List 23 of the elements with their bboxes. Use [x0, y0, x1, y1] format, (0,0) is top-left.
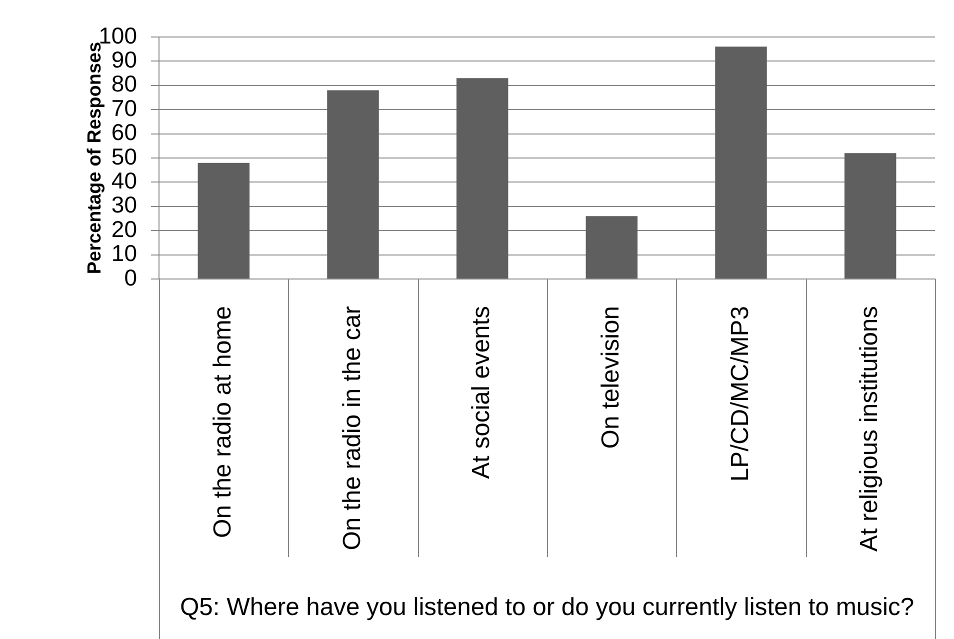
y-tick-label: 70: [111, 94, 137, 121]
y-tick-label: 20: [111, 216, 137, 242]
y-tick-label: 50: [111, 143, 137, 170]
x-tick-label: At religious institutions: [856, 306, 884, 552]
x-axis-title: Q5: Where have you listened to or do you currently listen to music?: [180, 594, 914, 621]
y-tick-label: 60: [111, 119, 137, 146]
bar: [198, 162, 250, 278]
bar: [456, 78, 508, 278]
x-tick-label: LP/CD/MC/MP3: [726, 306, 754, 482]
x-tick-label: At social events: [468, 306, 496, 479]
y-tick-label: 90: [111, 46, 137, 73]
bar: [844, 153, 896, 278]
bar: [586, 216, 638, 278]
y-tick-label: 80: [111, 70, 137, 97]
x-tick-label: On the radio in the car: [338, 306, 366, 550]
bar: [327, 90, 379, 278]
x-tick-label: On the radio at home: [209, 306, 236, 538]
y-tick-label: 30: [111, 192, 137, 218]
y-tick-label: 10: [111, 240, 137, 266]
x-tick-label: On television: [597, 306, 624, 449]
y-tick-label: 0: [124, 264, 137, 290]
bar: [715, 46, 767, 278]
y-tick-label: 40: [111, 168, 137, 194]
